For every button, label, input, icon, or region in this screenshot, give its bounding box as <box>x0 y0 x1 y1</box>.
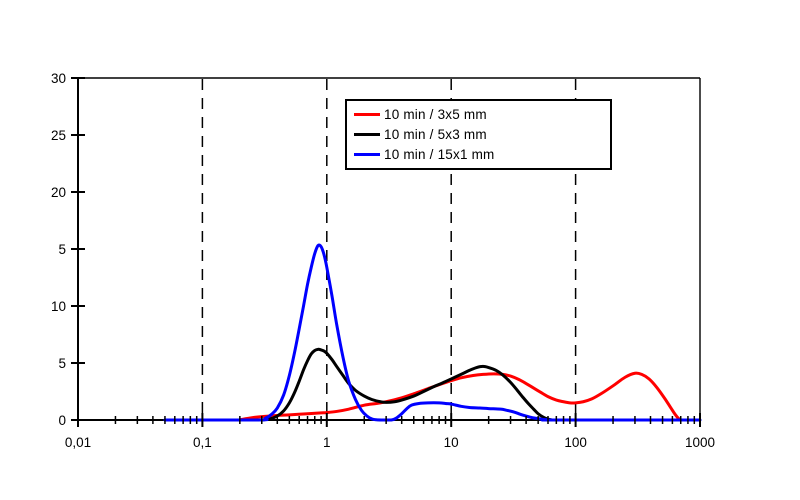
legend-line-sample-red-icon <box>354 112 380 116</box>
legend-line-sample-black-icon <box>354 132 380 136</box>
x-tick-label-1000: 1000 <box>685 435 715 450</box>
x-tick-label-10: 10 <box>444 435 459 450</box>
y-tick-label-20: 20 <box>51 185 66 200</box>
legend-item-black: 10 min / 5x3 mm <box>354 124 606 144</box>
y-tick-label-30: 30 <box>51 71 66 86</box>
x-tick-label-0.1: 0,1 <box>193 435 212 450</box>
series-curve-0 <box>238 371 683 422</box>
legend-label-black: 10 min / 5x3 mm <box>384 126 487 142</box>
y-tick-label-0: 0 <box>58 413 66 428</box>
legend-item-blue: 10 min / 15x1 mm <box>354 145 606 165</box>
legend-label-red: 10 min / 3x5 mm <box>384 106 487 122</box>
x-tick-label-100: 100 <box>564 435 587 450</box>
legend-item-red: 10 min / 3x5 mm <box>354 104 606 124</box>
y-tick-label-15: 5 <box>58 242 66 257</box>
series-curve-2 <box>163 243 702 422</box>
series-curve-1 <box>260 347 554 422</box>
legend-line-sample-blue-icon <box>354 153 380 157</box>
x-tick-label-1: 1 <box>323 435 331 450</box>
y-tick-label-5: 5 <box>58 356 66 371</box>
y-tick-label-25: 25 <box>51 128 66 143</box>
y-tick-label-10: 10 <box>51 299 66 314</box>
x-tick-label-0.01: 0,01 <box>65 435 91 450</box>
legend-label-blue: 10 min / 15x1 mm <box>384 147 495 163</box>
legend: 10 min / 3x5 mm 10 min / 5x3 mm 10 min /… <box>345 99 612 170</box>
